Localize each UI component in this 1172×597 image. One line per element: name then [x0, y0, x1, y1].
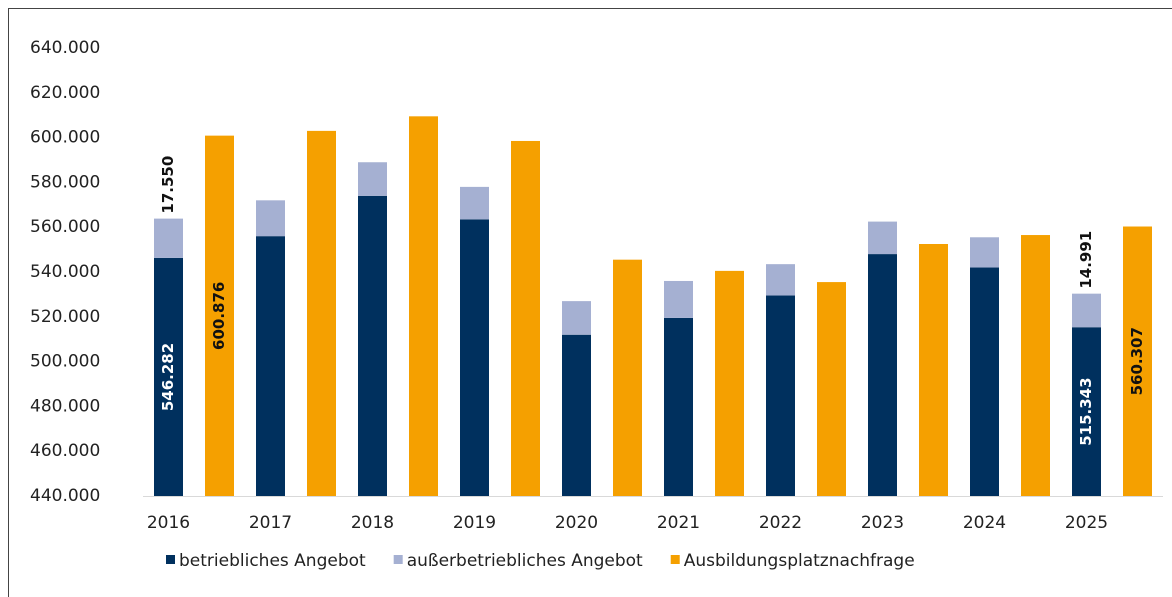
legend-label: betriebliches Angebot	[179, 551, 366, 571]
bar-segment	[562, 334, 591, 496]
y-tick-label: 460.000	[30, 441, 100, 461]
y-tick-label: 500.000	[30, 352, 100, 372]
bar	[919, 244, 948, 496]
y-tick-label: 520.000	[30, 307, 100, 327]
bar-segment	[868, 221, 897, 255]
legend-label: Ausbildungsplatznachfrage	[684, 551, 915, 571]
bar	[1123, 226, 1152, 496]
bar	[817, 282, 846, 496]
x-tick-label: 2016	[147, 513, 190, 533]
y-tick-label: 620.000	[30, 83, 100, 103]
x-tick-label: 2021	[657, 513, 700, 533]
bar-segment	[154, 218, 183, 258]
bar-segment	[154, 257, 183, 496]
x-tick-label: 2025	[1065, 513, 1108, 533]
x-tick-label: 2017	[249, 513, 292, 533]
x-tick-label: 2023	[861, 513, 904, 533]
x-tick-label: 2024	[963, 513, 1006, 533]
x-tick-label: 2018	[351, 513, 394, 533]
bar-segment	[970, 267, 999, 496]
value-label: 14.991	[1077, 231, 1095, 289]
bar-segment	[766, 295, 795, 496]
bar-segment	[358, 195, 387, 496]
bar-segment	[256, 200, 285, 237]
bar-segment	[1072, 293, 1101, 328]
bar	[307, 130, 336, 496]
y-tick-label: 480.000	[30, 396, 100, 416]
y-tick-label: 580.000	[30, 172, 100, 192]
y-tick-label: 640.000	[30, 38, 100, 58]
x-tick-label: 2020	[555, 513, 598, 533]
value-label: 560.307	[1128, 327, 1146, 395]
bar-segment	[460, 186, 489, 220]
x-tick-label: 2022	[759, 513, 802, 533]
value-label: 17.550	[159, 156, 177, 214]
legend-swatch	[166, 555, 175, 564]
y-tick-label: 440.000	[30, 486, 100, 506]
bar	[205, 135, 234, 496]
bar-segment	[664, 317, 693, 496]
bar	[613, 259, 642, 496]
bar-segment	[358, 162, 387, 196]
legend-swatch	[393, 555, 403, 564]
y-tick-label: 540.000	[30, 262, 100, 282]
bar-segment	[1072, 327, 1101, 496]
legend-swatch	[670, 555, 680, 564]
bar-segment	[868, 254, 897, 496]
x-tick-label: 2019	[453, 513, 496, 533]
bar	[715, 270, 744, 496]
bar-segment	[256, 236, 285, 496]
bar	[409, 116, 438, 496]
bar-segment	[766, 264, 795, 296]
y-tick-label: 560.000	[30, 217, 100, 237]
bar-segment	[460, 219, 489, 497]
bar-segment	[970, 237, 999, 268]
bar	[511, 140, 540, 496]
bar	[1021, 235, 1050, 497]
bar-segment	[664, 280, 693, 318]
value-label: 546.282	[159, 343, 177, 411]
y-tick-label: 600.000	[30, 128, 100, 148]
value-label: 600.876	[210, 282, 228, 350]
bar-segment	[562, 301, 591, 335]
legend-label: außerbetriebliches Angebot	[407, 551, 643, 571]
value-label: 515.343	[1077, 377, 1095, 445]
